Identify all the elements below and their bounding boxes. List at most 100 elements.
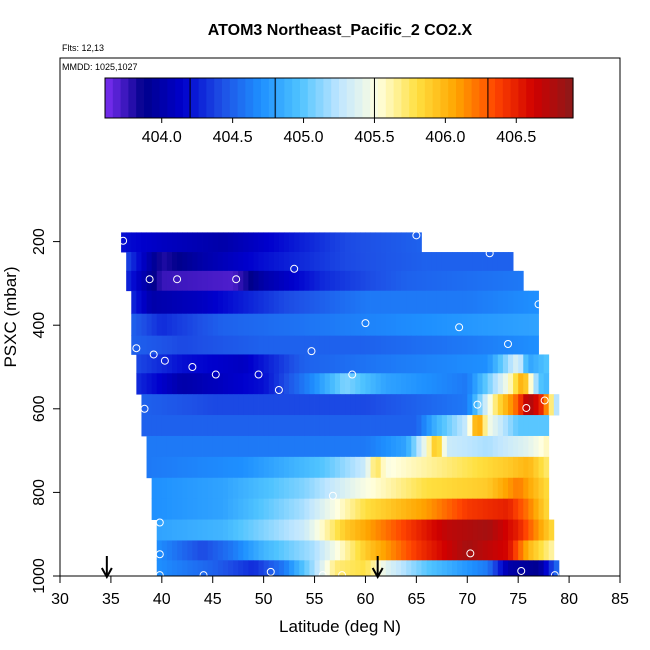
heatmap-cell: [513, 354, 519, 374]
heatmap-cell: [457, 373, 463, 395]
heatmap-cell: [380, 394, 387, 416]
heatmap-cell: [294, 290, 300, 315]
heatmap-cell: [528, 456, 534, 479]
heatmap-cell: [309, 498, 315, 520]
heatmap-cell: [482, 270, 489, 292]
heatmap-cell: [436, 394, 443, 416]
heatmap-cell: [416, 456, 422, 479]
heatmap-cell: [197, 270, 203, 292]
sample-point: [274, 385, 283, 394]
heatmap-cell: [177, 415, 183, 437]
colorbar-segment: [151, 78, 161, 118]
heatmap-cell: [243, 394, 249, 416]
heatmap-bands: [121, 232, 560, 577]
heatmap-cell: [401, 415, 407, 437]
heatmap-cell: [273, 456, 280, 479]
heatmap-cell: [528, 519, 534, 541]
heatmap-cell: [467, 394, 473, 416]
heatmap-cell: [304, 394, 310, 416]
heatmap-cell: [182, 252, 188, 272]
heatmap-cell: [151, 435, 158, 458]
heatmap-cell: [172, 498, 178, 520]
heatmap-cell: [538, 477, 545, 500]
heatmap-cell: [319, 498, 326, 520]
heatmap-cell: [289, 540, 295, 561]
heatmap-cell: [334, 335, 341, 355]
heatmap-cell: [431, 252, 438, 272]
heatmap-cell: [146, 435, 153, 458]
heatmap-cell: [390, 456, 397, 479]
heatmap-cell: [273, 477, 280, 500]
heatmap-cell: [314, 415, 321, 437]
heatmap-cell: [513, 394, 519, 416]
heatmap-cell: [406, 519, 412, 541]
heatmap-cell: [436, 456, 443, 479]
sample-point: [132, 344, 141, 353]
x-tick-label: 30: [51, 591, 69, 608]
heatmap-cell: [416, 540, 422, 561]
heatmap-cell: [502, 540, 509, 561]
heatmap-cell: [314, 560, 321, 577]
heatmap-cell: [370, 477, 377, 500]
heatmap-cell: [426, 252, 433, 272]
heatmap-cell: [396, 335, 402, 355]
heatmap-cell: [441, 498, 448, 520]
heatmap-cell: [436, 560, 443, 577]
heatmap-cell: [385, 313, 392, 337]
heatmap-cell: [151, 415, 158, 437]
heatmap-cell: [416, 498, 422, 520]
heatmap-cell: [151, 270, 158, 292]
heatmap-cell: [487, 313, 494, 337]
heatmap-cell: [253, 373, 259, 395]
heatmap-cell: [492, 252, 499, 272]
heatmap-cell: [401, 435, 407, 458]
heatmap-cell: [446, 560, 453, 577]
heatmap-cell: [416, 519, 422, 541]
heatmap-cell: [202, 456, 209, 479]
heatmap-cell: [416, 335, 422, 355]
heatmap-cell: [426, 354, 433, 374]
heatmap-cell: [166, 540, 173, 561]
heatmap-cell: [284, 252, 290, 272]
heatmap-cell: [390, 232, 397, 253]
heatmap-cell: [421, 373, 427, 395]
heatmap-cell: [472, 373, 478, 395]
heatmap-cell: [222, 435, 229, 458]
heatmap-cell: [319, 477, 326, 500]
heatmap-cell: [345, 415, 351, 437]
heatmap-cell: [233, 415, 239, 437]
heatmap-cell: [294, 519, 300, 541]
heatmap-cell: [360, 270, 366, 292]
heatmap-cell: [416, 290, 422, 315]
sample-point: [232, 275, 241, 284]
heatmap-cell: [472, 415, 478, 437]
heatmap-cell: [334, 354, 341, 374]
heatmap-cell: [314, 290, 321, 315]
heatmap-cell: [385, 290, 392, 315]
heatmap-cell: [166, 290, 173, 315]
colorbar-segment: [541, 78, 551, 118]
heatmap-cell: [182, 354, 188, 374]
heatmap-cell: [334, 373, 341, 395]
heatmap-cell: [268, 415, 275, 437]
heatmap-cell: [421, 540, 427, 561]
heatmap-cell: [431, 519, 438, 541]
heatmap-cell: [513, 313, 519, 337]
heatmap-cell: [294, 394, 300, 416]
heatmap-cell: [187, 540, 193, 561]
heatmap-cell: [370, 290, 377, 315]
heatmap-cell: [222, 519, 229, 541]
heatmap-cell: [228, 270, 234, 292]
colorbar-segment: [479, 78, 488, 118]
heatmap-cell: [263, 252, 270, 272]
heatmap-cell: [528, 335, 534, 355]
heatmap-cell: [340, 540, 346, 561]
heatmap-cell: [161, 519, 168, 541]
heatmap-cell: [151, 335, 158, 355]
heatmap-cell: [462, 435, 468, 458]
heatmap-cell: [355, 335, 361, 355]
heatmap-cell: [263, 477, 270, 500]
heatmap-cell: [263, 456, 270, 479]
heatmap-cell: [472, 540, 478, 561]
heatmap-cell: [345, 456, 351, 479]
